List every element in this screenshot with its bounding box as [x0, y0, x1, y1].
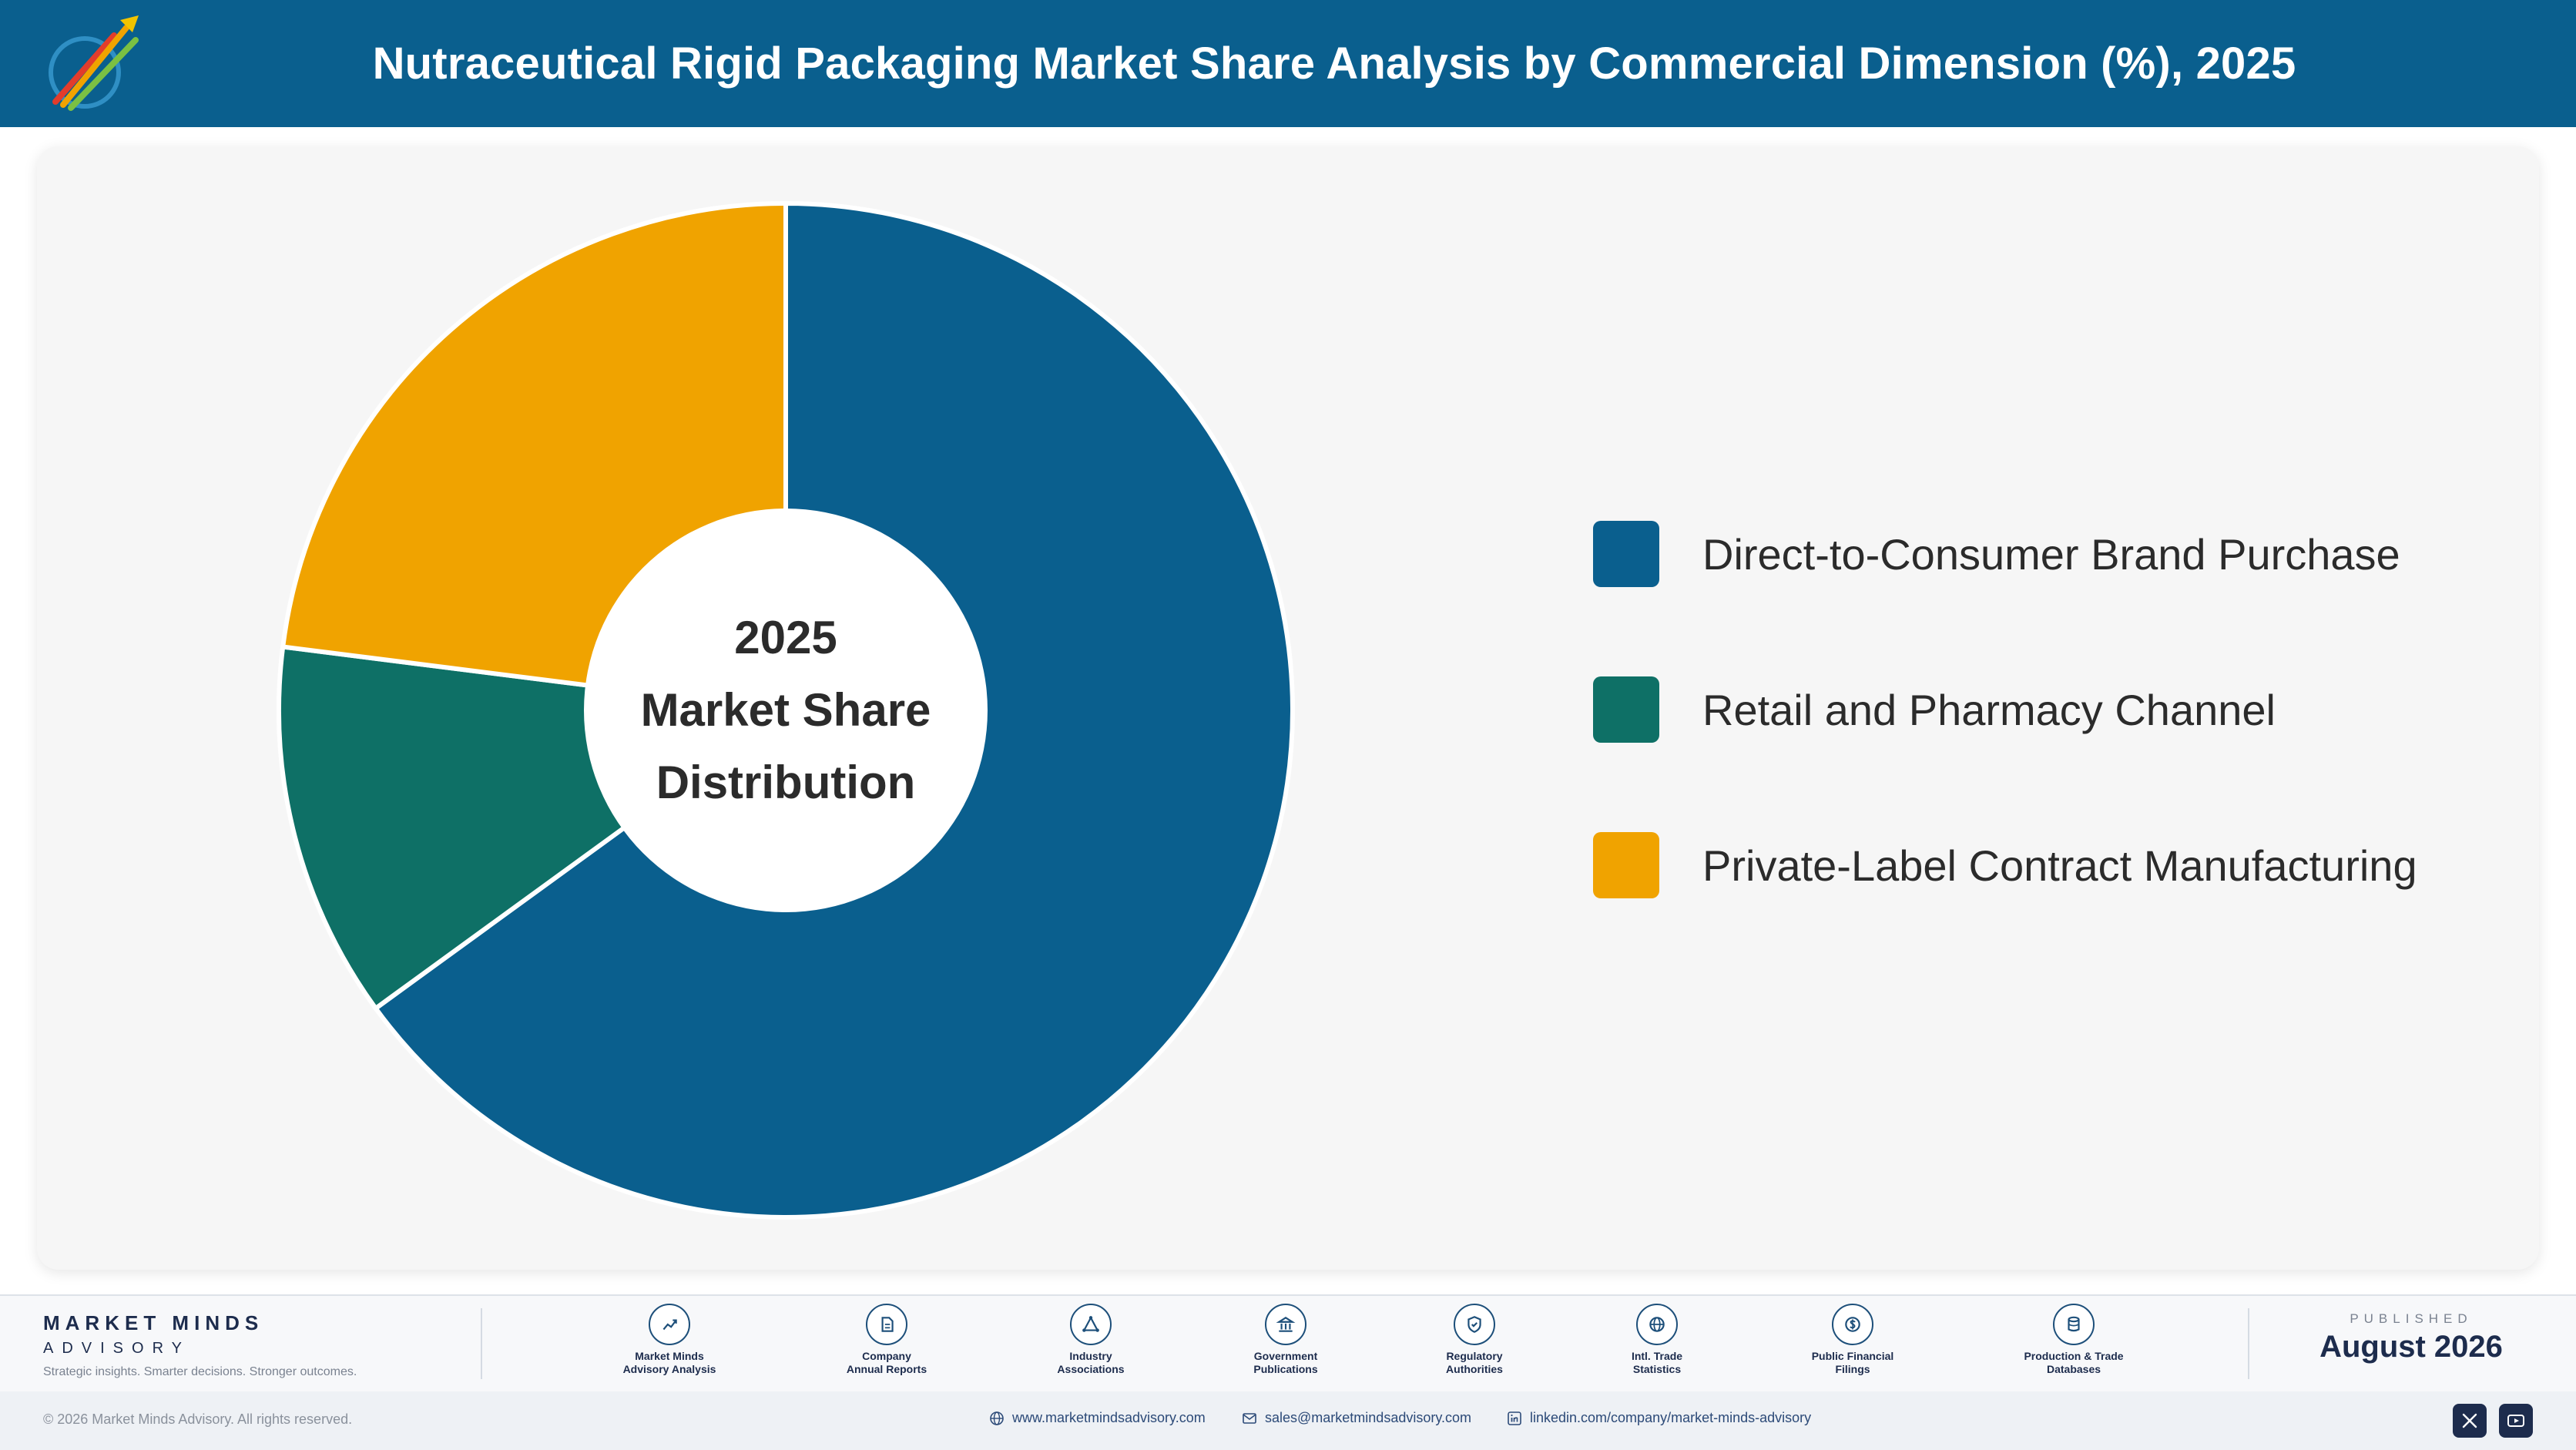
email-text: sales@marketmindsadvisory.com	[1265, 1410, 1472, 1425]
dollar-icon	[1832, 1304, 1873, 1345]
source-label-line: Annual Reports	[846, 1363, 927, 1375]
play-icon	[2507, 1415, 2524, 1427]
footer-divider	[2248, 1308, 2249, 1379]
donut-chart: 2025 Market Share Distribution	[277, 200, 1295, 1220]
header-bar: Nutraceutical Rigid Packaging Market Sha…	[0, 0, 2576, 127]
source-item: Market Minds Advisory Analysis	[596, 1304, 743, 1376]
source-label-line: Statistics	[1632, 1363, 1682, 1375]
source-label-line: Regulatory	[1446, 1350, 1503, 1362]
source-label: Production & Trade Databases	[2001, 1350, 2147, 1376]
legend-label: Private-Label Contract Manufacturing	[1702, 841, 2417, 890]
footer-contact-bar: © 2026 Market Minds Advisory. All rights…	[0, 1391, 2576, 1450]
linkedin-link[interactable]: linkedin.com/company/market-minds-adviso…	[1507, 1410, 1811, 1426]
website-link[interactable]: www.marketmindsadvisory.com	[989, 1410, 1206, 1426]
source-label-line: Advisory Analysis	[622, 1363, 716, 1375]
source-label-line: Government	[1253, 1350, 1318, 1362]
building-icon	[1265, 1304, 1306, 1345]
legend-item: Retail and Pharmacy Channel	[1593, 676, 2276, 743]
source-label: Market Minds Advisory Analysis	[596, 1350, 743, 1376]
source-item: Company Annual Reports	[813, 1304, 960, 1376]
brand-name: MARKET MINDS	[43, 1311, 264, 1334]
source-item: Intl. Trade Statistics	[1584, 1304, 1730, 1376]
linkedin-icon	[1508, 1411, 1521, 1425]
center-label-line: 2025	[734, 612, 837, 663]
source-label: Company Annual Reports	[813, 1350, 960, 1376]
x-social-button[interactable]	[2453, 1404, 2487, 1438]
legend-label: Direct-to-Consumer Brand Purchase	[1702, 529, 2400, 579]
source-item: Public Financial Filings	[1779, 1304, 1926, 1376]
source-item: Production & Trade Databases	[2001, 1304, 2147, 1376]
company-logo	[49, 15, 139, 111]
source-label-line: Production & Trade	[2024, 1350, 2124, 1362]
published-label: PUBLISHED	[2350, 1311, 2473, 1326]
copyright-text: © 2026 Market Minds Advisory. All rights…	[43, 1411, 353, 1427]
source-label: Industry Associations	[1018, 1350, 1164, 1376]
source-label: Public Financial Filings	[1779, 1350, 1926, 1376]
source-label-line: Databases	[2046, 1363, 2101, 1375]
donut-hole	[584, 509, 988, 912]
website-text: www.marketmindsadvisory.com	[1012, 1410, 1206, 1425]
legend-item: Direct-to-Consumer Brand Purchase	[1593, 521, 2400, 587]
source-label-line: Publications	[1253, 1363, 1318, 1375]
trend-icon	[649, 1304, 690, 1345]
email-link[interactable]: sales@marketmindsadvisory.com	[1242, 1410, 1471, 1426]
legend-label: Retail and Pharmacy Channel	[1702, 685, 2276, 734]
source-label: Government Publications	[1213, 1350, 1359, 1376]
center-label-line: Distribution	[656, 757, 916, 808]
legend-swatch	[1593, 832, 1659, 898]
brand-subtitle: ADVISORY	[43, 1340, 190, 1357]
globe-icon	[1636, 1304, 1678, 1345]
source-label-line: Filings	[1835, 1363, 1870, 1375]
source-label-line: Associations	[1057, 1363, 1125, 1375]
database-icon	[2053, 1304, 2095, 1345]
network-icon	[1070, 1304, 1112, 1345]
x-icon	[2462, 1413, 2477, 1428]
globe-icon	[990, 1411, 1004, 1425]
source-label-line: Intl. Trade	[1631, 1350, 1683, 1362]
footer-sources-bar: MARKET MINDS ADVISORY Strategic insights…	[0, 1294, 2576, 1391]
chart-card: 2025 Market Share Distribution Direct-to-C…	[37, 146, 2539, 1270]
source-label-line: Public Financial	[1811, 1350, 1894, 1362]
source-label: Regulatory Authorities	[1401, 1350, 1548, 1376]
document-icon	[866, 1304, 907, 1345]
source-label: Intl. Trade Statistics	[1584, 1350, 1730, 1376]
page-title: Nutraceutical Rigid Packaging Market Sha…	[372, 39, 2296, 89]
legend-swatch	[1593, 676, 1659, 743]
source-label-line: Market Minds	[635, 1350, 704, 1362]
source-item: Government Publications	[1213, 1304, 1359, 1376]
source-label-line: Company	[862, 1350, 911, 1362]
brand-tagline: Strategic insights. Smarter decisions. S…	[43, 1365, 357, 1378]
shield-icon	[1454, 1304, 1495, 1345]
source-item: Regulatory Authorities	[1401, 1304, 1548, 1376]
source-label-line: Industry	[1069, 1350, 1112, 1362]
source-label-line: Authorities	[1446, 1363, 1503, 1375]
legend-swatch	[1593, 521, 1659, 587]
published-date: August 2026	[2319, 1330, 2503, 1364]
source-item: Industry Associations	[1018, 1304, 1164, 1376]
linkedin-text: linkedin.com/company/market-minds-adviso…	[1530, 1410, 1812, 1425]
published-block: PUBLISHED August 2026	[2280, 1311, 2542, 1364]
legend-item: Private-Label Contract Manufacturing	[1593, 832, 2417, 898]
youtube-social-button[interactable]	[2499, 1404, 2533, 1438]
footer-divider	[481, 1308, 482, 1379]
mail-icon	[1243, 1412, 1256, 1424]
center-label-line: Market Share	[641, 684, 931, 736]
footer-brand: MARKET MINDS ADVISORY Strategic insights…	[43, 1311, 357, 1379]
